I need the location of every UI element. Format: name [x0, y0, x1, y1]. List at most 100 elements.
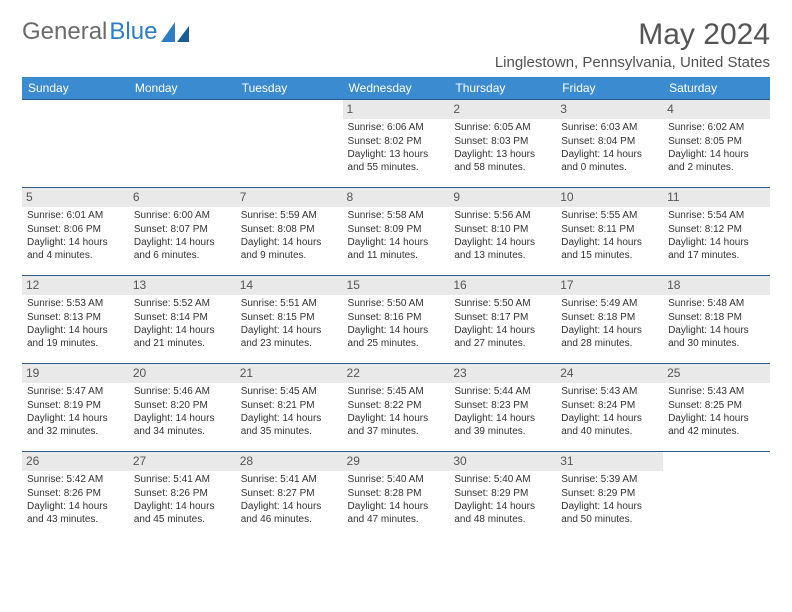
sunset-line: Sunset: 8:20 PM — [134, 400, 231, 413]
sunrise-line: Sunrise: 5:47 AM — [27, 386, 124, 399]
day-header: Thursday — [449, 77, 556, 100]
daylight-line: Daylight: 14 hours and 6 minutes. — [134, 237, 231, 262]
sunrise-line: Sunrise: 6:06 AM — [348, 122, 445, 135]
day-number: 11 — [663, 188, 770, 207]
sunrise-line: Sunrise: 5:58 AM — [348, 210, 445, 223]
day-number: 14 — [236, 276, 343, 295]
calendar-day-cell: 16Sunrise: 5:50 AMSunset: 8:17 PMDayligh… — [449, 276, 556, 364]
sunrise-line: Sunrise: 6:03 AM — [561, 122, 658, 135]
daylight-line: Daylight: 14 hours and 15 minutes. — [561, 237, 658, 262]
sunrise-line: Sunrise: 5:50 AM — [348, 298, 445, 311]
calendar-day-cell: 20Sunrise: 5:46 AMSunset: 8:20 PMDayligh… — [129, 364, 236, 452]
day-number: 23 — [449, 364, 556, 383]
day-number: 13 — [129, 276, 236, 295]
day-number: 26 — [22, 452, 129, 471]
logo-sail-icon — [161, 22, 189, 42]
sunrise-line: Sunrise: 6:05 AM — [454, 122, 551, 135]
calendar-day-cell: 13Sunrise: 5:52 AMSunset: 8:14 PMDayligh… — [129, 276, 236, 364]
daylight-line: Daylight: 13 hours and 55 minutes. — [348, 149, 445, 174]
day-header: Wednesday — [343, 77, 450, 100]
brand-logo: GeneralBlue — [22, 18, 189, 46]
sunset-line: Sunset: 8:04 PM — [561, 136, 658, 149]
day-number: 25 — [663, 364, 770, 383]
sunrise-line: Sunrise: 5:41 AM — [134, 474, 231, 487]
sunrise-line: Sunrise: 5:46 AM — [134, 386, 231, 399]
day-number: 28 — [236, 452, 343, 471]
day-number: 5 — [22, 188, 129, 207]
sunrise-line: Sunrise: 5:54 AM — [668, 210, 765, 223]
sunrise-line: Sunrise: 5:44 AM — [454, 386, 551, 399]
daylight-line: Daylight: 13 hours and 58 minutes. — [454, 149, 551, 174]
daylight-line: Daylight: 14 hours and 50 minutes. — [561, 501, 658, 526]
calendar-day-cell: 6Sunrise: 6:00 AMSunset: 8:07 PMDaylight… — [129, 188, 236, 276]
brand-text-blue: Blue — [109, 18, 157, 46]
sunrise-line: Sunrise: 5:50 AM — [454, 298, 551, 311]
daylight-line: Daylight: 14 hours and 45 minutes. — [134, 501, 231, 526]
daylight-line: Daylight: 14 hours and 11 minutes. — [348, 237, 445, 262]
daylight-line: Daylight: 14 hours and 30 minutes. — [668, 325, 765, 350]
daylight-line: Daylight: 14 hours and 27 minutes. — [454, 325, 551, 350]
day-header: Friday — [556, 77, 663, 100]
daylight-line: Daylight: 14 hours and 19 minutes. — [27, 325, 124, 350]
calendar-day-cell: 31Sunrise: 5:39 AMSunset: 8:29 PMDayligh… — [556, 452, 663, 540]
calendar-day-cell: 17Sunrise: 5:49 AMSunset: 8:18 PMDayligh… — [556, 276, 663, 364]
sunset-line: Sunset: 8:18 PM — [668, 312, 765, 325]
day-number: 30 — [449, 452, 556, 471]
calendar-day-cell: 12Sunrise: 5:53 AMSunset: 8:13 PMDayligh… — [22, 276, 129, 364]
sunset-line: Sunset: 8:29 PM — [561, 488, 658, 501]
day-number: 4 — [663, 100, 770, 119]
sunset-line: Sunset: 8:15 PM — [241, 312, 338, 325]
page-header: GeneralBlue May 2024 Linglestown, Pennsy… — [22, 18, 770, 71]
day-number: 22 — [343, 364, 450, 383]
daylight-line: Daylight: 14 hours and 28 minutes. — [561, 325, 658, 350]
sunrise-line: Sunrise: 6:01 AM — [27, 210, 124, 223]
day-number: 16 — [449, 276, 556, 295]
daylight-line: Daylight: 14 hours and 40 minutes. — [561, 413, 658, 438]
calendar-day-cell: 8Sunrise: 5:58 AMSunset: 8:09 PMDaylight… — [343, 188, 450, 276]
sunset-line: Sunset: 8:02 PM — [348, 136, 445, 149]
daylight-line: Daylight: 14 hours and 35 minutes. — [241, 413, 338, 438]
sunset-line: Sunset: 8:26 PM — [134, 488, 231, 501]
calendar-week-row: 19Sunrise: 5:47 AMSunset: 8:19 PMDayligh… — [22, 364, 770, 452]
calendar-day-cell: 7Sunrise: 5:59 AMSunset: 8:08 PMDaylight… — [236, 188, 343, 276]
calendar-day-cell: 22Sunrise: 5:45 AMSunset: 8:22 PMDayligh… — [343, 364, 450, 452]
sunset-line: Sunset: 8:25 PM — [668, 400, 765, 413]
day-number: 24 — [556, 364, 663, 383]
calendar-day-cell — [236, 100, 343, 188]
day-header: Monday — [129, 77, 236, 100]
sunset-line: Sunset: 8:19 PM — [27, 400, 124, 413]
calendar-day-cell: 4Sunrise: 6:02 AMSunset: 8:05 PMDaylight… — [663, 100, 770, 188]
title-block: May 2024 Linglestown, Pennsylvania, Unit… — [495, 18, 770, 71]
sunset-line: Sunset: 8:12 PM — [668, 224, 765, 237]
sunrise-line: Sunrise: 5:45 AM — [241, 386, 338, 399]
day-number: 8 — [343, 188, 450, 207]
calendar-day-cell: 18Sunrise: 5:48 AMSunset: 8:18 PMDayligh… — [663, 276, 770, 364]
calendar-day-cell: 10Sunrise: 5:55 AMSunset: 8:11 PMDayligh… — [556, 188, 663, 276]
calendar-day-cell: 26Sunrise: 5:42 AMSunset: 8:26 PMDayligh… — [22, 452, 129, 540]
day-number: 9 — [449, 188, 556, 207]
location-subtitle: Linglestown, Pennsylvania, United States — [495, 54, 770, 71]
calendar-day-cell — [22, 100, 129, 188]
sunrise-line: Sunrise: 5:40 AM — [454, 474, 551, 487]
sunrise-line: Sunrise: 6:02 AM — [668, 122, 765, 135]
sunrise-line: Sunrise: 5:59 AM — [241, 210, 338, 223]
sunrise-line: Sunrise: 5:43 AM — [561, 386, 658, 399]
daylight-line: Daylight: 14 hours and 37 minutes. — [348, 413, 445, 438]
calendar-day-cell: 9Sunrise: 5:56 AMSunset: 8:10 PMDaylight… — [449, 188, 556, 276]
daylight-line: Daylight: 14 hours and 34 minutes. — [134, 413, 231, 438]
daylight-line: Daylight: 14 hours and 25 minutes. — [348, 325, 445, 350]
calendar-day-cell: 23Sunrise: 5:44 AMSunset: 8:23 PMDayligh… — [449, 364, 556, 452]
daylight-line: Daylight: 14 hours and 2 minutes. — [668, 149, 765, 174]
sunrise-line: Sunrise: 5:48 AM — [668, 298, 765, 311]
daylight-line: Daylight: 14 hours and 46 minutes. — [241, 501, 338, 526]
day-number: 17 — [556, 276, 663, 295]
daylight-line: Daylight: 14 hours and 32 minutes. — [27, 413, 124, 438]
sunset-line: Sunset: 8:29 PM — [454, 488, 551, 501]
calendar-day-cell: 19Sunrise: 5:47 AMSunset: 8:19 PMDayligh… — [22, 364, 129, 452]
calendar-day-cell: 29Sunrise: 5:40 AMSunset: 8:28 PMDayligh… — [343, 452, 450, 540]
sunset-line: Sunset: 8:10 PM — [454, 224, 551, 237]
daylight-line: Daylight: 14 hours and 48 minutes. — [454, 501, 551, 526]
sunrise-line: Sunrise: 5:42 AM — [27, 474, 124, 487]
calendar-day-cell: 5Sunrise: 6:01 AMSunset: 8:06 PMDaylight… — [22, 188, 129, 276]
day-header: Sunday — [22, 77, 129, 100]
